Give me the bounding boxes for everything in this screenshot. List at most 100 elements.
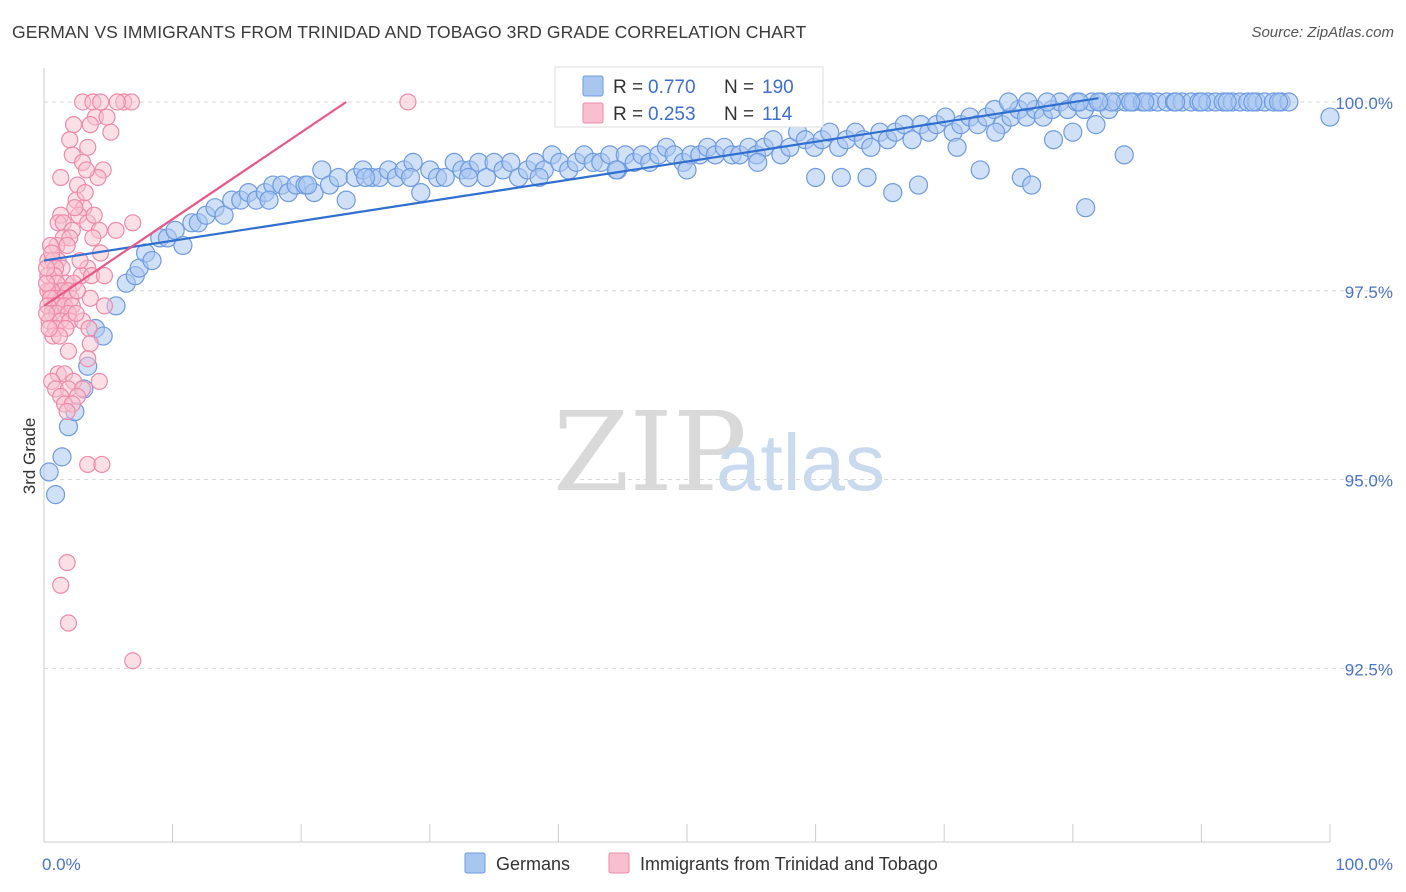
trinidad-point (399, 93, 417, 111)
watermark-atlas: atlas (716, 418, 885, 507)
trinidad-point (58, 402, 76, 421)
trinidad-point (77, 161, 96, 179)
germans-point (458, 167, 478, 188)
germans-point (52, 447, 72, 467)
germans-point (857, 167, 877, 188)
trinidad-point (81, 335, 99, 353)
trinidad-trend-line (43, 101, 347, 307)
germans-point (1268, 92, 1289, 112)
germans-point (1086, 115, 1106, 135)
germans-point (1088, 92, 1109, 112)
trinidad-point (95, 297, 114, 315)
germans-point (748, 152, 768, 172)
germans-point (902, 130, 922, 150)
germans-point (1243, 92, 1263, 112)
chart-title: GERMAN VS IMMIGRANTS FROM TRINIDAD AND T… (12, 22, 807, 42)
y-tick-labels: 100.0% 97.5% 95.0% 92.5% (1335, 94, 1393, 679)
trinidad-point (43, 244, 61, 262)
source-label: Source: ZipAtlas.com (1251, 24, 1394, 41)
trinidad-point (93, 455, 111, 474)
germans-trend-line (43, 97, 1099, 262)
germans-point (861, 137, 881, 157)
germans-point (435, 167, 455, 188)
y-tick-label: 92.5% (1345, 660, 1393, 679)
trinidad-point (76, 183, 94, 202)
x-tick-label: 0.0% (42, 855, 81, 874)
germans-point (970, 160, 990, 180)
legend-r-value-trinidad: 0.253 (648, 104, 696, 125)
germans-point (805, 167, 826, 188)
bottom-legend-label-trinidad: Immigrants from Trinidad and Tobago (640, 854, 938, 874)
trinidad-point (64, 116, 83, 134)
legend-n-value-germans: 190 (762, 77, 794, 98)
y-tick-label: 97.5% (1345, 283, 1393, 302)
bottom-legend-label-germans: Germans (496, 854, 570, 874)
germans-point (1217, 92, 1237, 112)
trinidad-point (124, 214, 142, 232)
bottom-legend-swatch-germans (464, 852, 486, 874)
germans-point (45, 485, 66, 505)
x-tick-label: 100.0% (1335, 855, 1393, 874)
trinidad-point (59, 342, 78, 360)
germans-point (1037, 92, 1057, 112)
germans-point (214, 205, 234, 225)
stats-legend: R = 0.770 N = 190 R = 0.253 N = 114 (554, 66, 824, 128)
legend-n-label: N = (724, 77, 754, 98)
germans-point (1022, 175, 1042, 195)
trinidad-point (85, 206, 103, 224)
trinidad-point (84, 229, 102, 247)
germans-point (39, 462, 59, 482)
germans-point (142, 250, 162, 271)
trend-lines (43, 97, 1099, 307)
trinidad-point (68, 282, 87, 300)
legend-n-value-trinidad: 114 (762, 104, 793, 125)
trinidad-point (95, 267, 114, 285)
trinidad-point (37, 304, 56, 323)
germans-point (831, 167, 851, 188)
germans-point (411, 182, 431, 203)
legend-n-label: N = (724, 104, 754, 125)
germans-point (1114, 145, 1134, 165)
legend-r-label: R = (613, 104, 643, 125)
y-tick-label: 100.0% (1335, 94, 1393, 113)
germans-point (947, 137, 967, 157)
germans-point (1191, 92, 1212, 112)
trinidad-point (52, 576, 70, 594)
germans-point (986, 122, 1006, 142)
trinidad-point (80, 319, 98, 338)
series-legend: Germans Immigrants from Trinidad and Tob… (464, 852, 938, 874)
x-tick-labels: 0.0% 100.0% (42, 855, 1393, 874)
trinidad-point (91, 93, 110, 111)
germans-point (998, 92, 1019, 112)
trinidad-point (124, 652, 142, 670)
trinidad-point (98, 108, 116, 126)
trinidad-point (66, 199, 84, 217)
trinidad-point (37, 259, 56, 277)
germans-point (908, 175, 929, 195)
germans-point (1121, 92, 1141, 112)
trinidad-point (107, 221, 125, 239)
trinidad-point (81, 289, 99, 307)
germans-point (1063, 122, 1083, 142)
axes (43, 68, 1331, 843)
legend-r-value-germans: 0.770 (648, 77, 696, 98)
germans-point (336, 190, 356, 210)
trinidad-point (67, 304, 85, 323)
bottom-legend-swatch-trinidad (608, 852, 630, 874)
trinidad-point (58, 554, 76, 572)
germans-point (400, 167, 421, 188)
germans-point (328, 167, 349, 188)
legend-r-label: R = (613, 77, 643, 98)
germans-point (529, 167, 549, 188)
trinidad-point (81, 116, 99, 134)
germans-point (355, 167, 376, 188)
trinidad-point (108, 93, 126, 111)
trinidad-point (79, 350, 97, 368)
germans-point (820, 122, 840, 142)
germans-point (298, 175, 318, 195)
germans-point (1018, 92, 1038, 112)
trinidad-point (79, 138, 97, 156)
germans-point (501, 152, 521, 172)
trinidad-point (102, 123, 120, 141)
